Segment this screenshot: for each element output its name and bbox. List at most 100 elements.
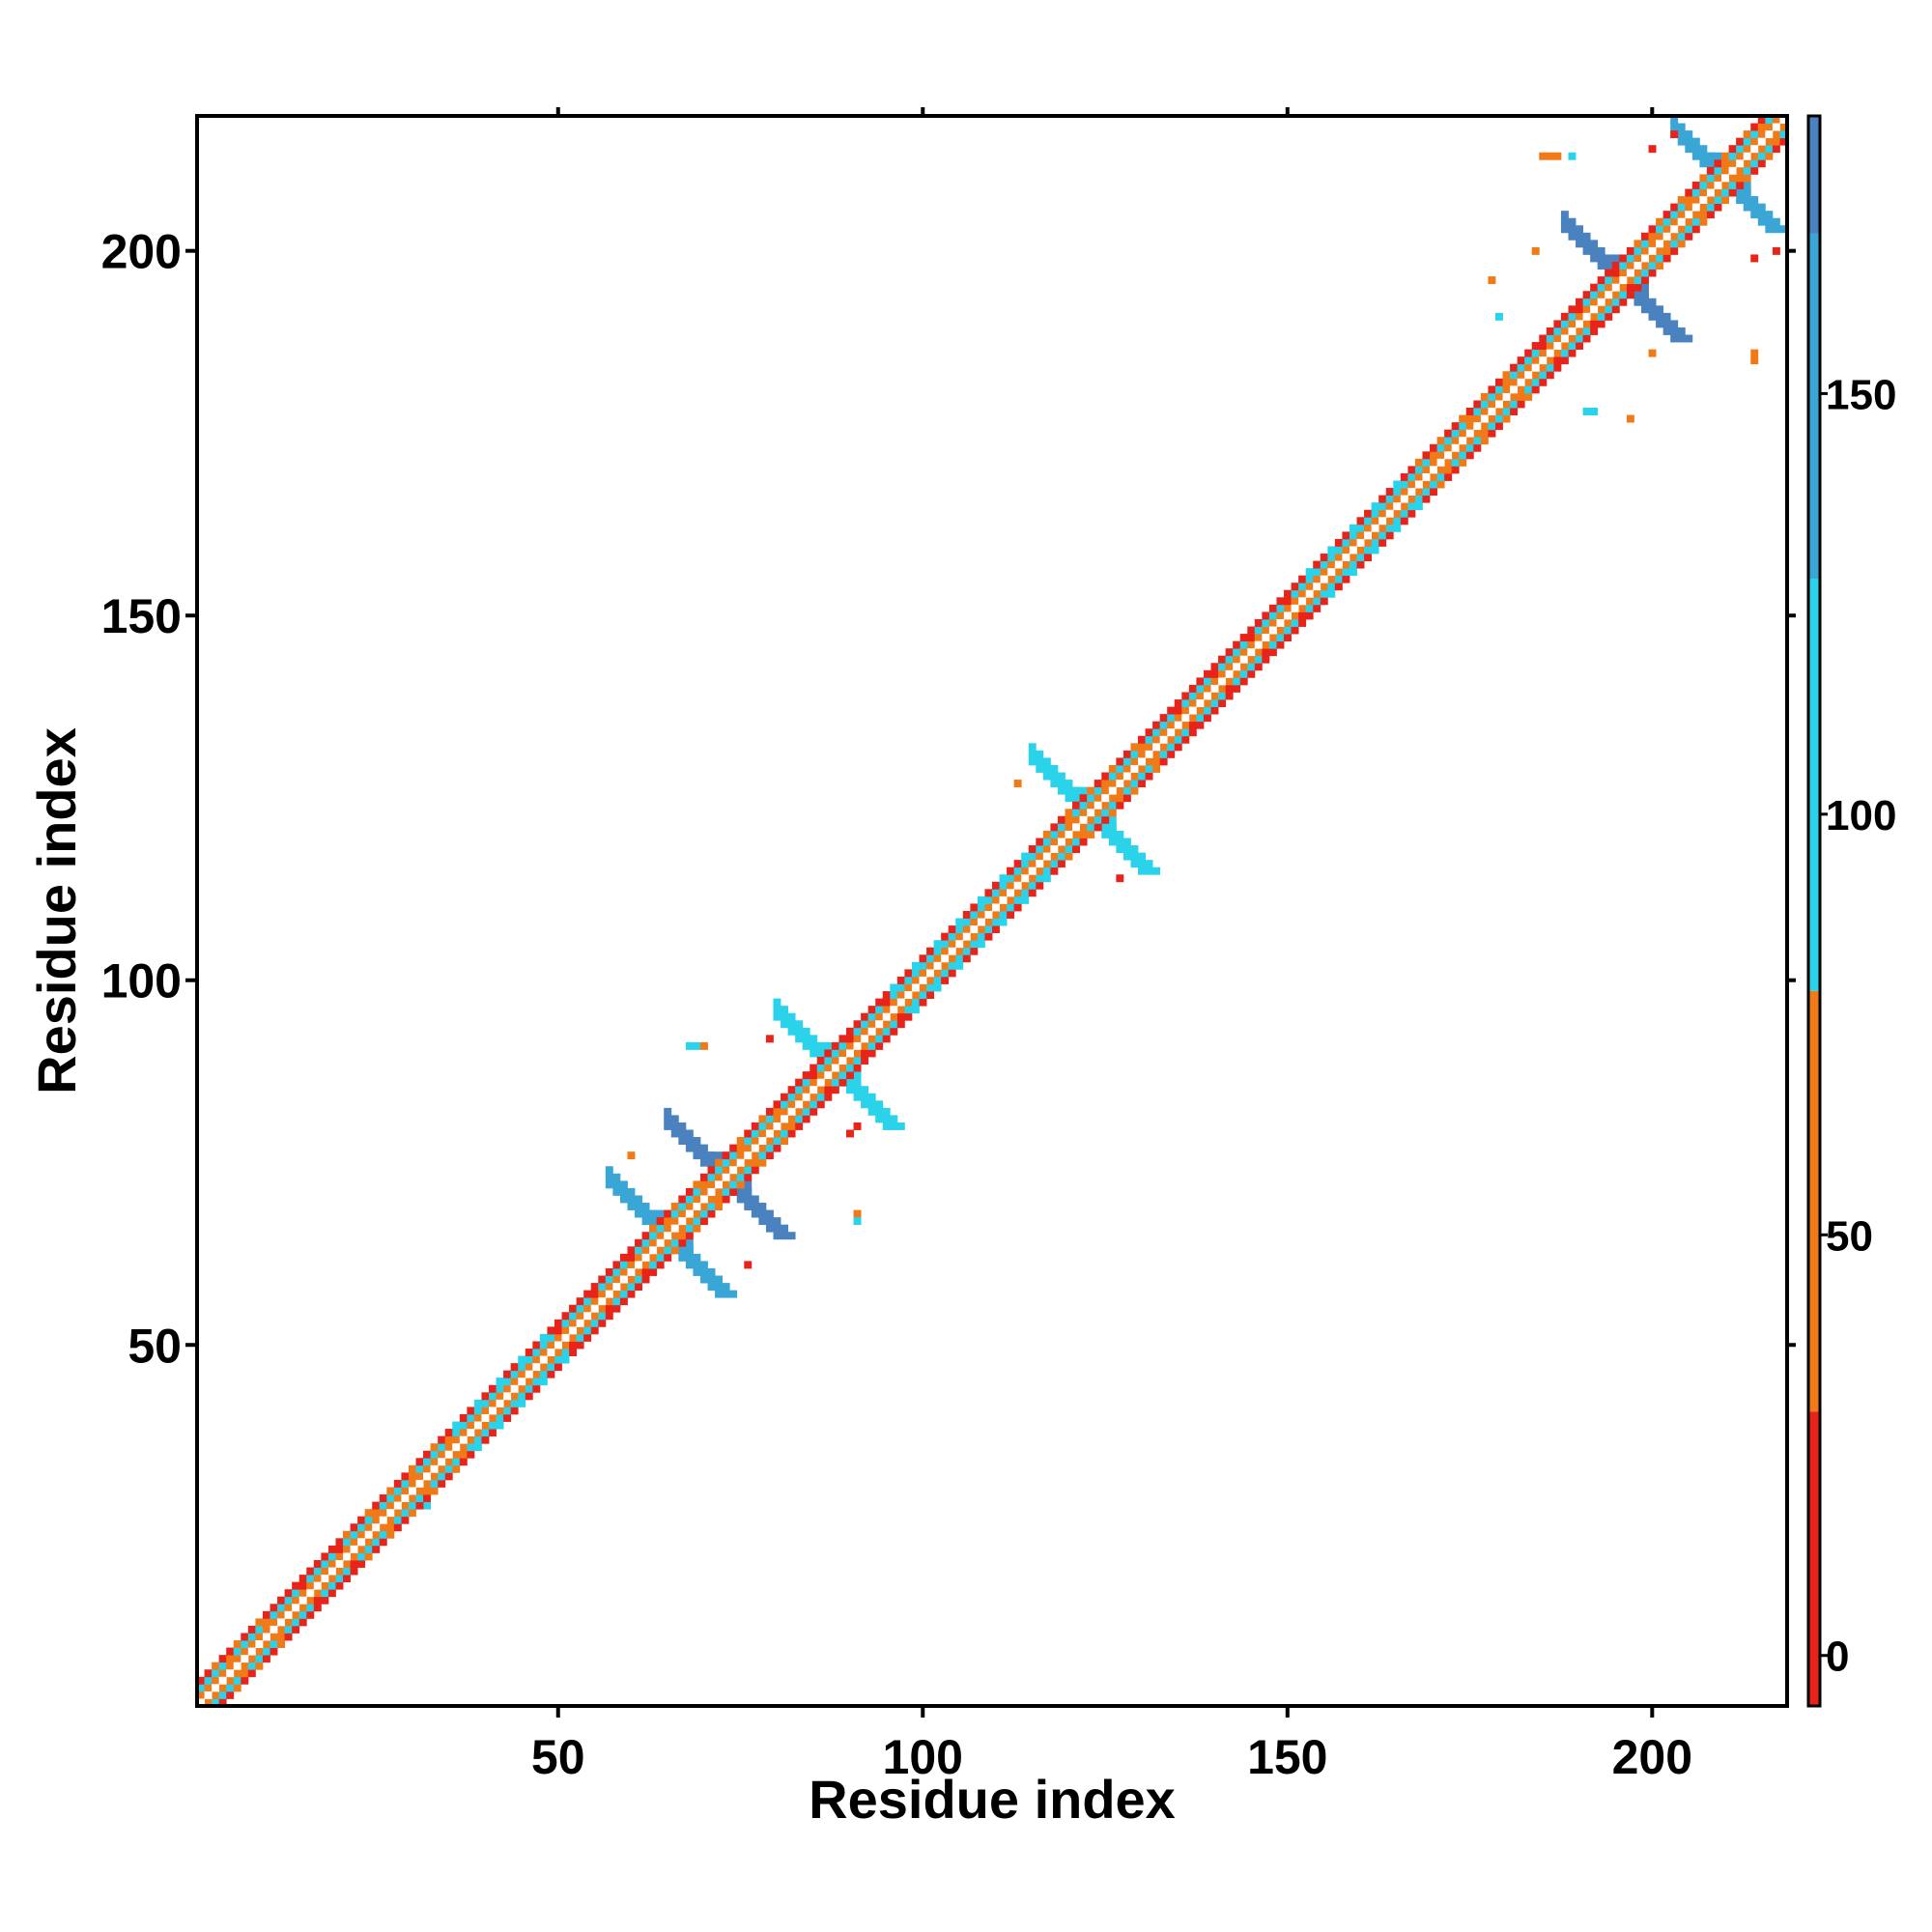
diagonal-cell xyxy=(992,925,1000,934)
diagonal-cell xyxy=(1568,312,1577,321)
diagonal-cell xyxy=(510,1399,519,1407)
diagonal-cell xyxy=(1138,764,1146,773)
diagonal-cell xyxy=(1268,648,1277,657)
diagonal-cell xyxy=(241,1647,249,1656)
diagonal-cell xyxy=(1640,262,1649,270)
diagonal-cell xyxy=(890,1012,898,1021)
diagonal-cell xyxy=(641,1267,650,1276)
diagonal-cell xyxy=(962,918,971,926)
diagonal-cell xyxy=(1757,152,1766,160)
hairpin-cell xyxy=(619,1195,628,1204)
diagonal-cell xyxy=(765,1151,774,1160)
diagonal-cell xyxy=(1378,509,1387,518)
diagonal-cell xyxy=(1036,867,1044,875)
diagonal-self-cell xyxy=(1691,203,1700,212)
diagonal-cell xyxy=(1181,692,1190,700)
diagonal-cell xyxy=(1459,458,1467,467)
diagonal-cell xyxy=(459,1443,468,1452)
diagonal-cell xyxy=(729,1180,738,1189)
diagonal-cell xyxy=(204,1676,213,1685)
diagonal-cell xyxy=(1327,575,1336,583)
diagonal-cell xyxy=(977,940,985,949)
hairpin-cell xyxy=(787,1012,796,1021)
hairpin-cell xyxy=(1145,860,1153,868)
diagonal-self-cell xyxy=(824,1071,833,1080)
hairpin-cell xyxy=(1706,152,1715,160)
diagonal-cell xyxy=(1517,385,1525,394)
diagonal-cell xyxy=(1670,232,1679,241)
hairpin-cell xyxy=(619,1187,628,1196)
diagonal-cell xyxy=(1626,246,1634,255)
diagonal-cell xyxy=(911,961,920,970)
diagonal-cell xyxy=(438,1443,446,1452)
diagonal-cell xyxy=(313,1596,322,1605)
diagonal-self-cell xyxy=(197,1698,205,1707)
diagonal-cell xyxy=(306,1567,315,1576)
diagonal-cell xyxy=(992,911,1000,919)
diagonal-cell xyxy=(306,1596,315,1605)
hairpin-cell xyxy=(1028,757,1037,766)
hairpin-cell xyxy=(744,1195,753,1204)
diagonal-cell xyxy=(999,911,1008,919)
diagonal-cell xyxy=(619,1253,628,1262)
diagonal-cell xyxy=(896,1020,905,1029)
diagonal-cell xyxy=(1590,320,1599,328)
diagonal-cell xyxy=(1721,159,1729,168)
diagonal-cell xyxy=(444,1435,453,1444)
colorbar-frame xyxy=(1806,114,1822,1708)
hairpin-cell xyxy=(635,1209,642,1218)
hairpin-cell xyxy=(1750,203,1759,212)
diagonal-cell xyxy=(970,932,979,941)
diagonal-cell xyxy=(707,1195,716,1204)
diagonal-cell xyxy=(1079,809,1088,817)
diagonal-cell xyxy=(1349,524,1357,532)
diagonal-cell xyxy=(810,1064,818,1072)
diagonal-cell xyxy=(1196,677,1205,686)
diagonal-cell xyxy=(845,1041,854,1050)
diagonal-self-cell xyxy=(532,1363,541,1372)
diagonal-cell xyxy=(744,1129,753,1138)
diagonal-cell xyxy=(1590,327,1599,335)
diagonal-cell xyxy=(1662,211,1671,219)
diagonal-cell xyxy=(335,1567,344,1576)
diagonal-cell xyxy=(699,1173,708,1181)
diagonal-cell xyxy=(1247,626,1256,635)
diagonal-cell xyxy=(1510,408,1519,415)
hairpin-cell xyxy=(1656,312,1664,321)
contact-cell xyxy=(1553,152,1562,160)
diagonal-cell xyxy=(722,1151,730,1160)
diagonal-cell xyxy=(1524,356,1533,365)
diagonal-self-cell xyxy=(1138,757,1146,766)
diagonal-cell xyxy=(1087,801,1095,810)
hairpin-cell xyxy=(765,1217,774,1226)
diagonal-cell xyxy=(197,1676,205,1685)
diagonal-cell xyxy=(941,932,950,941)
hairpin-cell xyxy=(781,1232,788,1240)
diagonal-cell xyxy=(1364,517,1373,526)
diagonal-cell xyxy=(1313,589,1321,598)
diagonal-cell xyxy=(343,1559,351,1568)
diagonal-cell xyxy=(656,1253,665,1262)
diagonal-cell xyxy=(699,1187,708,1196)
diagonal-self-cell xyxy=(904,991,913,1000)
diagonal-cell xyxy=(1414,502,1423,511)
diagonal-cell xyxy=(1225,684,1234,693)
diagonal-self-cell xyxy=(1196,699,1205,707)
diagonal-cell xyxy=(321,1581,329,1590)
hairpin-cell xyxy=(736,1187,745,1196)
diagonal-cell xyxy=(1480,408,1489,415)
diagonal-cell xyxy=(1130,772,1139,781)
diagonal-cell xyxy=(583,1304,592,1313)
diagonal-cell xyxy=(452,1450,461,1459)
hairpin-cell xyxy=(1116,838,1124,846)
diagonal-cell xyxy=(277,1625,286,1634)
diagonal-cell xyxy=(816,1064,825,1072)
diagonal-cell xyxy=(1188,699,1197,707)
diagonal-cell xyxy=(824,1057,833,1065)
diagonal-self-cell xyxy=(1007,889,1015,897)
diagonal-cell xyxy=(284,1604,293,1612)
diagonal-cell xyxy=(1553,327,1562,335)
diagonal-cell xyxy=(1239,669,1248,678)
diagonal-cell xyxy=(1291,618,1299,627)
diagonal-cell xyxy=(787,1122,796,1130)
